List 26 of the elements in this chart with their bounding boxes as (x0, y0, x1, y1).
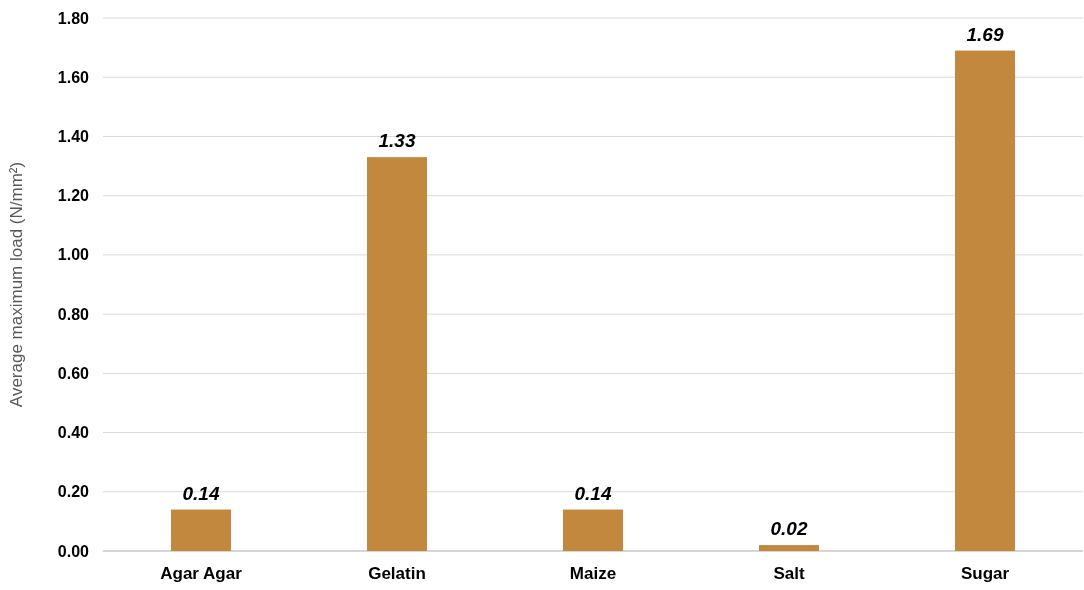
data-label: 0.02 (770, 518, 808, 540)
y-tick-label: 0.80 (57, 305, 90, 323)
y-tick-label: 1.80 (57, 9, 90, 27)
bar (171, 509, 231, 551)
y-tick-label: 1.60 (57, 68, 90, 86)
bar (955, 50, 1015, 551)
data-label: 1.33 (378, 130, 416, 152)
bar (563, 509, 623, 551)
data-label: 1.69 (966, 23, 1004, 45)
y-tick-label: 0.00 (57, 542, 90, 560)
y-tick-label: 0.20 (57, 483, 90, 501)
x-tick-label: Gelatin (368, 564, 426, 583)
bar (759, 545, 819, 551)
y-tick-label: 0.40 (57, 424, 90, 442)
y-axis-title: Average maximum load (N/mm²) (7, 161, 26, 408)
y-tick-label: 1.40 (57, 128, 90, 146)
y-tick-label: 0.60 (57, 364, 90, 382)
bar (367, 157, 427, 551)
y-tick-label: 1.00 (57, 246, 90, 264)
data-label: 0.14 (574, 482, 612, 504)
x-tick-label: Salt (773, 564, 805, 583)
x-tick-label: Agar Agar (160, 564, 243, 583)
y-tick-label: 1.20 (57, 187, 90, 205)
x-tick-label: Maize (569, 564, 617, 583)
x-tick-label: Sugar (960, 564, 1010, 583)
data-label: 0.14 (182, 482, 220, 504)
